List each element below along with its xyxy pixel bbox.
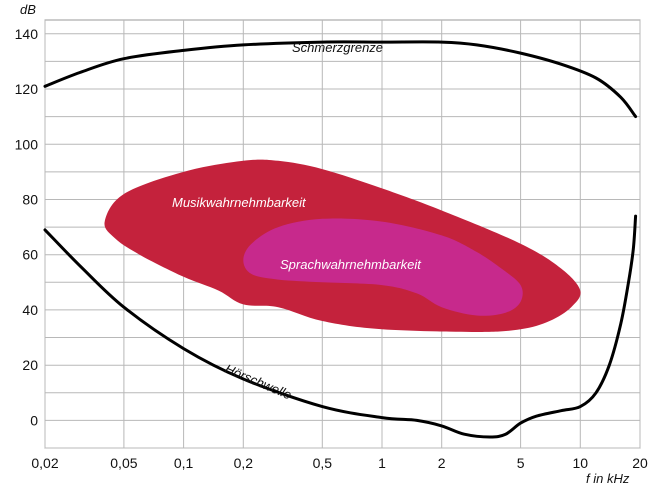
y-unit-label: dB (20, 2, 36, 17)
curve-schmerzgrenze (43, 40, 638, 119)
annotation-sprachwahrnehmbarkeit: Sprachwahrnehmbarkeit (280, 257, 422, 272)
region-sprachwahrnehmbarkeit (243, 218, 523, 316)
regions (104, 159, 581, 332)
annotation-schmerzgrenze: Schmerzgrenze (292, 40, 383, 55)
y-tick-label: 40 (22, 302, 38, 318)
y-tick-label: 100 (15, 136, 39, 152)
x-unit-label: f in kHz (586, 471, 630, 486)
x-tick-label: 0,02 (31, 455, 58, 471)
y-tick-label: 80 (22, 192, 38, 208)
x-tick-label: 2 (438, 455, 446, 471)
x-tick-label: 5 (517, 455, 525, 471)
curve-hoerschwelle (43, 214, 638, 439)
x-tick-label: 20 (632, 455, 648, 471)
y-tick-label: 140 (15, 26, 39, 42)
x-tick-label: 1 (378, 455, 386, 471)
x-tick-label: 0,1 (174, 455, 194, 471)
y-tick-label: 60 (22, 247, 38, 263)
x-tick-label: 0,05 (110, 455, 137, 471)
y-tick-label: 20 (22, 357, 38, 373)
y-tick-label: 0 (30, 412, 38, 428)
y-tick-label: 120 (15, 81, 39, 97)
tick-labels: 0,02 0,05 0,1 0,2 0,5 1 2 5 10 20 0 20 40 60 80 100 120 1… (15, 26, 648, 471)
x-tick-label: 10 (573, 455, 589, 471)
x-tick-label: 0,2 (234, 455, 254, 471)
curves (43, 40, 638, 439)
annotation-musikwahrnehmbarkeit: Musikwahrnehmbarkeit (172, 195, 307, 210)
x-tick-label: 0,5 (313, 455, 333, 471)
